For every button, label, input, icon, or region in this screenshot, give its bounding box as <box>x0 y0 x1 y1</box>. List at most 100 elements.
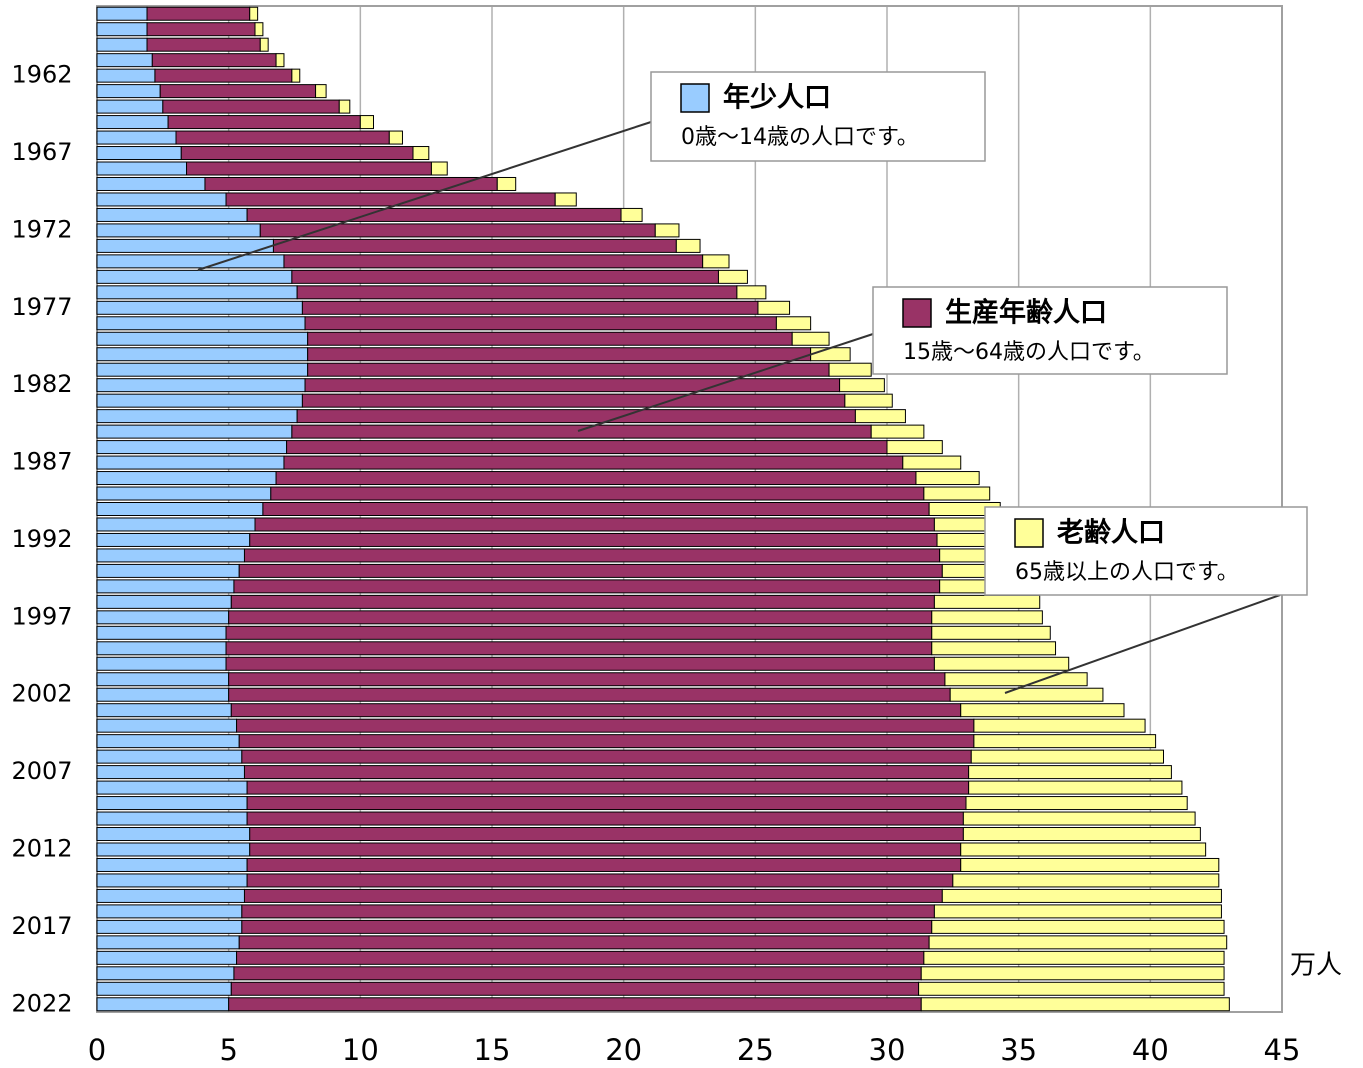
bar-segment <box>96 919 243 934</box>
bar-segment <box>675 238 701 253</box>
bar-segment <box>96 687 230 702</box>
bar-segment <box>296 409 856 424</box>
bar-segment <box>162 99 340 114</box>
bar-segment <box>96 84 161 99</box>
bar-segment <box>230 594 935 609</box>
x-tick-label: 20 <box>605 1033 642 1067</box>
annotation: 老齢人口 65歳以上の人口です。 <box>984 506 1308 596</box>
bar-segment <box>96 811 248 826</box>
bar-segment <box>167 115 361 130</box>
bar-segment <box>430 161 448 176</box>
bar-segment <box>238 734 975 749</box>
bar-segment <box>736 285 767 300</box>
bar-segment <box>96 950 238 965</box>
bar-segment <box>949 687 1104 702</box>
bar-segment <box>920 966 1225 981</box>
legend-swatch <box>1014 518 1044 548</box>
bar-segment <box>96 548 245 563</box>
bar-segment <box>962 811 1196 826</box>
bar-segment <box>272 238 677 253</box>
bar-segment <box>228 672 946 687</box>
leader-line <box>197 121 652 271</box>
bar-segment <box>225 656 935 671</box>
bar-segment <box>307 347 812 362</box>
bar-segment <box>96 424 293 439</box>
x-tick-label: 0 <box>88 1033 106 1067</box>
bar-segment <box>291 424 872 439</box>
bar-segment <box>228 687 951 702</box>
y-tick-label: 2017 <box>11 912 72 940</box>
bar-segment <box>933 656 1070 671</box>
bar-segment <box>931 919 1225 934</box>
bar-segment <box>246 780 970 795</box>
bar-segment <box>902 455 962 470</box>
bar-segment <box>236 950 925 965</box>
bar-segment <box>933 904 1222 919</box>
bar-segment <box>225 641 933 656</box>
bar-segment <box>243 765 970 780</box>
bar-segment <box>96 610 230 625</box>
bar-segment <box>844 393 893 408</box>
y-tick-label: 1962 <box>11 61 72 89</box>
bar-segment <box>757 300 791 315</box>
bar-segment <box>270 486 925 501</box>
bar-segment <box>96 37 148 52</box>
bar-segment <box>915 471 980 486</box>
bar-segment <box>923 950 1225 965</box>
bar-segment <box>810 347 851 362</box>
bar-segment <box>96 409 298 424</box>
x-tick-label: 15 <box>474 1033 511 1067</box>
bar-segment <box>241 904 935 919</box>
bar-segment <box>96 842 251 857</box>
bar-segment <box>315 84 327 99</box>
leader-line <box>1004 594 1281 694</box>
annotation-text: 15歳～64歳の人口です。 <box>903 340 1155 365</box>
bar-segment <box>96 594 232 609</box>
bar-segment <box>225 625 933 640</box>
bar-segment <box>301 393 846 408</box>
x-tick-label: 25 <box>737 1033 774 1067</box>
bar-segment <box>96 672 230 687</box>
bar-segment <box>920 997 1230 1012</box>
bar-segment <box>146 37 261 52</box>
bar-segment <box>96 563 240 578</box>
x-tick-label: 40 <box>1132 1033 1169 1067</box>
bar-segment <box>96 718 238 733</box>
bar-segment <box>952 873 1220 888</box>
bar-segment <box>931 610 1043 625</box>
leader-line <box>577 333 874 432</box>
bar-segment <box>96 316 306 331</box>
bar-segment <box>96 68 156 83</box>
bar-segment <box>96 22 148 37</box>
bar-segment <box>151 53 277 68</box>
y-tick-label: 2002 <box>11 680 72 708</box>
bar-segment <box>301 300 759 315</box>
bar-segment <box>236 718 975 733</box>
bar-segment <box>620 207 643 222</box>
y-tick-label: 1972 <box>11 215 72 243</box>
bar-segment <box>96 440 288 455</box>
bar-segment <box>886 440 943 455</box>
bar-segment <box>941 888 1222 903</box>
bar-segment <box>923 486 991 501</box>
bar-segment <box>96 827 251 842</box>
bar-segment <box>96 796 248 811</box>
bar-segment <box>96 331 309 346</box>
bar-segment <box>96 300 303 315</box>
bar-segment <box>96 378 306 393</box>
bar-segment <box>283 455 904 470</box>
bar-segment <box>96 254 285 269</box>
x-tick-label: 45 <box>1264 1033 1301 1067</box>
bar-segment <box>283 254 704 269</box>
y-tick-label: 1977 <box>11 293 72 321</box>
bar-segment <box>259 37 269 52</box>
bar-segment <box>225 192 556 207</box>
bar-segment <box>296 285 738 300</box>
y-tick-label: 2007 <box>11 757 72 785</box>
bar-segment <box>96 703 232 718</box>
y-tick-label: 1997 <box>11 602 72 630</box>
bar-segment <box>228 610 933 625</box>
y-tick-label: 2022 <box>11 989 72 1017</box>
bar-segment <box>304 378 841 393</box>
